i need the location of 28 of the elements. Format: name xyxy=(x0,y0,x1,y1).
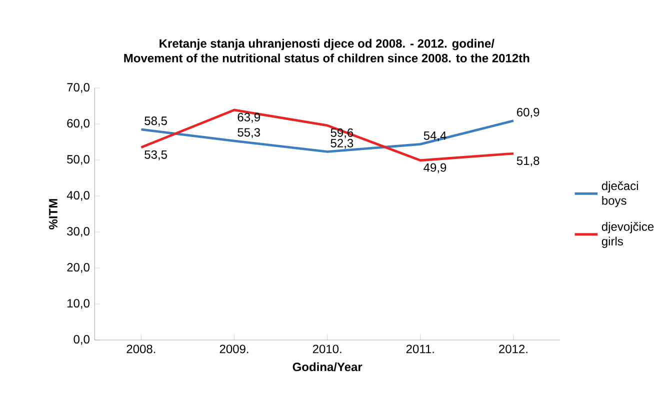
y-tick-label: 50,0 xyxy=(67,155,90,165)
x-tick-label: 2010. xyxy=(312,344,342,354)
x-tick-label: 2012. xyxy=(499,344,528,354)
data-label: 54,4 xyxy=(424,131,446,142)
y-tick-label: 10,0 xyxy=(68,299,90,309)
y-tick-label: 40,0 xyxy=(66,191,90,201)
x-axis-title: Godina/Year xyxy=(292,362,362,372)
data-label: 63,9 xyxy=(238,112,260,123)
y-axis-title: %ITM xyxy=(49,199,58,230)
data-label: 53,5 xyxy=(144,150,167,160)
x-tick-label: 2011. xyxy=(406,344,434,354)
legend-label: djevojčice girls xyxy=(602,222,654,248)
data-label: 60,9 xyxy=(517,108,540,118)
data-label: 51,8 xyxy=(516,156,540,166)
data-label: 49,9 xyxy=(424,163,446,174)
chart-title: Kretanje stanja uhranjenosti djece od 2008. - 2012. godine/ Movement of the nutritional status of children since 2008. to the 2012th xyxy=(124,38,530,62)
y-tick-label: 20,0 xyxy=(67,263,90,273)
line-series xyxy=(140,108,515,162)
legend-label: dječaci boys xyxy=(602,181,638,208)
x-tick-label: 2008. xyxy=(126,344,156,354)
data-label: 58,5 xyxy=(144,116,167,126)
x-tick-label: 2009. xyxy=(220,344,248,354)
data-label: 52,3 xyxy=(330,138,354,149)
y-tick-label: 30,0 xyxy=(67,227,90,237)
y-tick-label: 70,0 xyxy=(67,83,90,93)
data-label: 55,3 xyxy=(238,128,260,138)
y-tick-label: 0,0 xyxy=(74,335,90,345)
y-tick-label: 60,0 xyxy=(67,119,90,129)
